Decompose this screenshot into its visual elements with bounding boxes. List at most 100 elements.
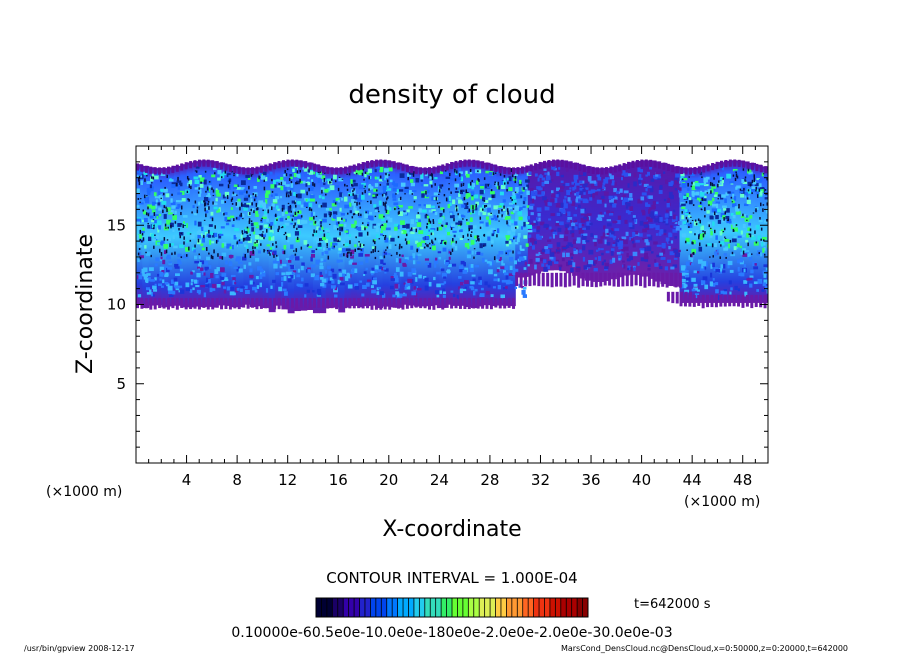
cloud-fringe-top — [370, 160, 374, 168]
cloud-fringe-top — [419, 167, 423, 175]
cloud-cell — [536, 226, 541, 230]
cloud-cell — [505, 274, 509, 280]
contour-speck — [353, 188, 355, 191]
cloud-cell — [594, 191, 598, 196]
cloud-cell — [604, 177, 610, 180]
contour-speck — [766, 218, 768, 222]
contour-speck — [176, 182, 178, 187]
contour-speck — [205, 213, 207, 218]
cloud-cell — [204, 261, 208, 266]
cloud-cell — [688, 231, 693, 234]
cloud-cell — [199, 183, 204, 188]
cloud-cell — [287, 276, 291, 280]
contour-speck — [382, 201, 385, 206]
cloud-cell — [164, 273, 169, 277]
cloud-cell — [633, 172, 637, 178]
cloud-cell — [412, 228, 416, 232]
cloud-cell — [385, 210, 390, 215]
contour-speck — [503, 174, 506, 178]
contour-speck — [479, 226, 482, 229]
contour-speck — [267, 209, 269, 214]
cloud-cell — [406, 209, 410, 213]
cloud-cell — [721, 270, 726, 273]
cloud-cell — [678, 192, 682, 198]
cloud-cell — [431, 205, 435, 208]
colorbar-cell — [370, 598, 377, 617]
cloud-fringe-top — [339, 167, 343, 175]
contour-speck — [194, 200, 197, 204]
cloud-cell — [558, 266, 562, 271]
colorbar-cell — [528, 598, 534, 617]
cloud-cell — [153, 192, 157, 197]
y-axis-label: Z-coordinate — [73, 234, 98, 374]
cloud-cell — [725, 208, 730, 213]
contour-speck — [212, 189, 215, 193]
cloud-cell — [350, 271, 355, 275]
cloud-cell — [462, 269, 468, 274]
cloud-fringe — [680, 291, 684, 303]
contour-speck — [483, 204, 486, 208]
cloud-cell — [727, 263, 730, 269]
cloud-cell — [228, 262, 233, 267]
cloud-cell — [272, 260, 277, 266]
cloud-cell — [548, 173, 552, 177]
cloud-fringe — [423, 298, 427, 309]
cloud-cell — [736, 185, 741, 189]
cloud-cell — [646, 166, 651, 171]
cloud-fringe-top — [764, 166, 768, 174]
cloud-cell — [157, 227, 160, 233]
cloud-cell — [756, 183, 762, 188]
cloud-cell — [394, 277, 399, 283]
cloud-cell — [560, 180, 564, 184]
cloud-cell — [677, 221, 682, 226]
cloud-cell — [190, 279, 194, 282]
cloud-cell — [243, 285, 248, 290]
colorbar-cell — [386, 598, 393, 617]
cloud-fringe-top — [719, 160, 723, 168]
cloud-cell — [167, 267, 173, 270]
cloud-fringe-top — [414, 166, 418, 174]
cloud-cell — [412, 253, 416, 259]
cloud-cell — [151, 186, 155, 189]
cloud-cell — [324, 238, 328, 243]
cloud-cell — [358, 215, 362, 218]
cloud-cell — [522, 294, 527, 298]
cloud-cell — [719, 231, 723, 236]
cloud-cell — [451, 242, 455, 247]
contour-speck — [760, 227, 763, 231]
contour-speck — [735, 173, 738, 178]
contour-speck — [450, 251, 452, 255]
cloud-cell — [354, 286, 360, 290]
cloud-cell — [337, 279, 342, 285]
cloud-cell — [289, 264, 295, 270]
contour-speck — [374, 248, 377, 253]
cloud-cell — [692, 182, 696, 186]
contour-speck — [352, 193, 354, 196]
cloud-cell — [642, 238, 647, 241]
cloud-cell — [721, 243, 725, 246]
contour-speck — [296, 227, 298, 230]
cloud-cell — [719, 176, 723, 181]
cloud-cell — [685, 274, 689, 277]
contour-speck — [280, 227, 283, 229]
cloud-cell — [150, 176, 154, 182]
cloud-cell — [727, 243, 731, 249]
cloud-cell — [459, 229, 463, 233]
cloud-cell — [603, 191, 609, 196]
cloud-cell — [340, 212, 345, 216]
cloud-cell — [204, 230, 208, 234]
contour-speck — [295, 194, 298, 198]
contour-speck — [762, 208, 764, 212]
cloud-cell — [235, 204, 240, 208]
cloud-cell — [470, 281, 475, 285]
cloud-cell — [600, 248, 604, 251]
cloud-cell — [682, 195, 687, 199]
contour-speck — [137, 197, 140, 200]
cloud-cell — [585, 187, 589, 190]
cloud-cell — [439, 217, 444, 221]
contour-speck — [198, 187, 200, 190]
cloud-cell — [440, 239, 445, 244]
cloud-column — [376, 160, 384, 309]
x-tick-label: 20 — [379, 471, 398, 489]
contour-speck — [514, 202, 517, 205]
